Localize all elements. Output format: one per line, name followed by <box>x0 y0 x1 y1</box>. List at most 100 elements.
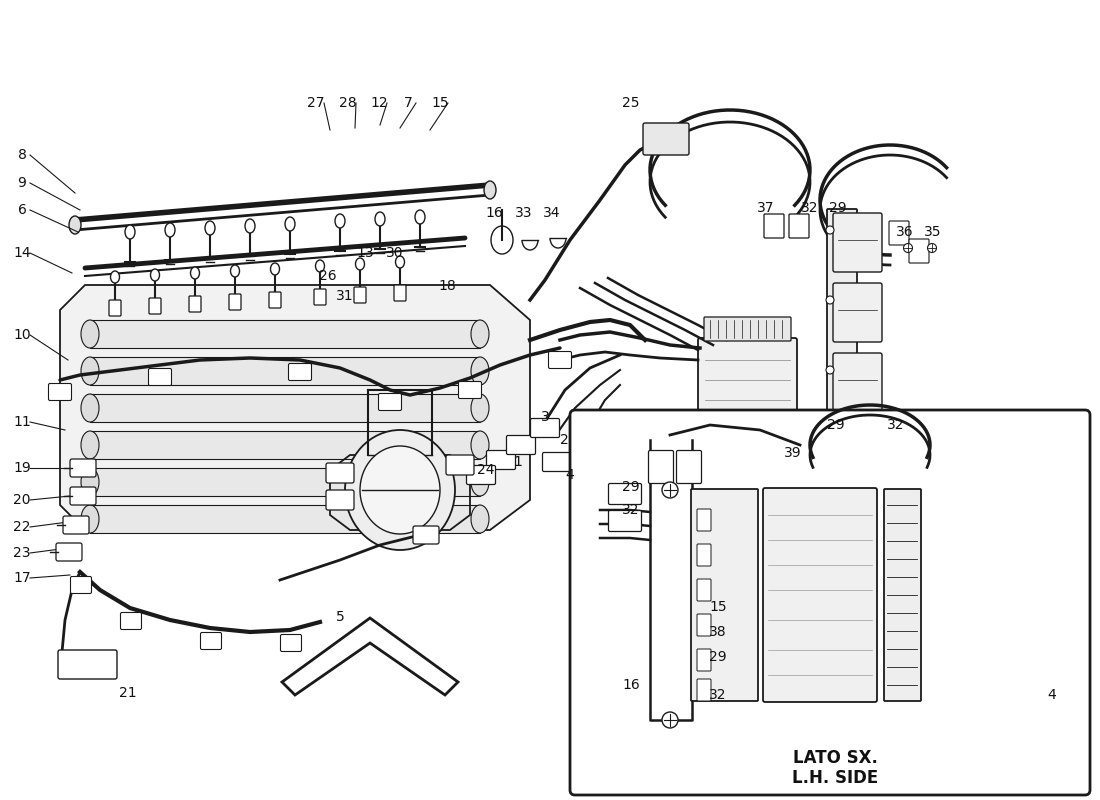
Ellipse shape <box>471 468 490 496</box>
FancyBboxPatch shape <box>697 579 711 601</box>
Ellipse shape <box>245 219 255 233</box>
Polygon shape <box>90 320 480 348</box>
Ellipse shape <box>484 181 496 199</box>
FancyBboxPatch shape <box>697 509 711 531</box>
FancyBboxPatch shape <box>394 285 406 301</box>
Ellipse shape <box>360 446 440 534</box>
Text: eurospares: eurospares <box>615 503 825 537</box>
FancyBboxPatch shape <box>691 489 758 701</box>
Text: 23: 23 <box>13 546 31 560</box>
Ellipse shape <box>336 214 345 228</box>
Text: 29: 29 <box>710 650 727 664</box>
FancyBboxPatch shape <box>354 287 366 303</box>
FancyBboxPatch shape <box>704 317 791 341</box>
Text: 36: 36 <box>896 225 914 239</box>
Ellipse shape <box>903 243 913 253</box>
Text: 33: 33 <box>515 206 532 220</box>
Text: 29: 29 <box>623 480 640 494</box>
FancyBboxPatch shape <box>280 634 301 651</box>
Ellipse shape <box>662 482 678 498</box>
Text: LATO SX.
L.H. SIDE: LATO SX. L.H. SIDE <box>792 749 878 787</box>
Text: 15: 15 <box>710 600 727 614</box>
FancyBboxPatch shape <box>229 294 241 310</box>
Polygon shape <box>90 505 480 533</box>
FancyBboxPatch shape <box>270 292 280 308</box>
FancyBboxPatch shape <box>608 510 641 531</box>
FancyBboxPatch shape <box>789 214 808 238</box>
Text: 29: 29 <box>827 418 845 432</box>
Text: 37: 37 <box>757 201 774 215</box>
Ellipse shape <box>826 366 834 374</box>
Ellipse shape <box>396 256 405 268</box>
Text: 9: 9 <box>18 176 26 190</box>
Text: 30: 30 <box>386 246 404 260</box>
FancyBboxPatch shape <box>109 300 121 316</box>
Polygon shape <box>90 394 480 422</box>
Text: 21: 21 <box>119 686 136 700</box>
Ellipse shape <box>231 265 240 277</box>
Ellipse shape <box>151 269 160 281</box>
FancyBboxPatch shape <box>200 633 221 650</box>
Ellipse shape <box>205 221 214 235</box>
FancyBboxPatch shape <box>608 483 641 505</box>
Ellipse shape <box>345 430 455 550</box>
Polygon shape <box>282 618 458 695</box>
Text: 16: 16 <box>485 206 503 220</box>
Ellipse shape <box>316 260 324 272</box>
Text: 4: 4 <box>1047 688 1056 702</box>
FancyBboxPatch shape <box>697 544 711 566</box>
Ellipse shape <box>415 210 425 224</box>
FancyBboxPatch shape <box>909 239 929 263</box>
Text: 38: 38 <box>710 625 727 639</box>
Text: eurospares: eurospares <box>107 431 353 469</box>
Ellipse shape <box>355 258 364 270</box>
Text: 7: 7 <box>404 96 412 110</box>
Ellipse shape <box>471 394 490 422</box>
FancyBboxPatch shape <box>63 516 89 534</box>
Text: 3: 3 <box>540 410 549 424</box>
FancyBboxPatch shape <box>833 213 882 272</box>
Ellipse shape <box>81 320 99 348</box>
Text: 4: 4 <box>565 468 574 482</box>
Text: 15: 15 <box>431 96 449 110</box>
Ellipse shape <box>491 226 513 254</box>
Text: 14: 14 <box>13 246 31 260</box>
Text: 19: 19 <box>13 461 31 475</box>
FancyBboxPatch shape <box>833 353 882 412</box>
FancyBboxPatch shape <box>570 410 1090 795</box>
FancyBboxPatch shape <box>764 214 784 238</box>
Ellipse shape <box>81 357 99 385</box>
Text: 13: 13 <box>356 246 374 260</box>
FancyBboxPatch shape <box>70 487 96 505</box>
FancyBboxPatch shape <box>326 463 354 483</box>
FancyBboxPatch shape <box>314 289 326 305</box>
FancyBboxPatch shape <box>697 679 711 701</box>
Ellipse shape <box>81 431 99 459</box>
Ellipse shape <box>69 216 81 234</box>
FancyBboxPatch shape <box>70 459 96 477</box>
Ellipse shape <box>125 225 135 239</box>
FancyBboxPatch shape <box>542 453 572 471</box>
FancyBboxPatch shape <box>827 209 857 431</box>
Text: 32: 32 <box>801 201 818 215</box>
Text: 32: 32 <box>710 688 727 702</box>
Text: 32: 32 <box>623 503 640 517</box>
Ellipse shape <box>471 357 490 385</box>
Text: 24: 24 <box>477 463 495 477</box>
Ellipse shape <box>110 271 120 283</box>
Ellipse shape <box>81 505 99 533</box>
Ellipse shape <box>375 212 385 226</box>
Text: 18: 18 <box>438 279 455 293</box>
FancyBboxPatch shape <box>148 298 161 314</box>
Ellipse shape <box>927 243 936 253</box>
Text: 29: 29 <box>829 201 847 215</box>
FancyBboxPatch shape <box>884 489 921 701</box>
Ellipse shape <box>471 320 490 348</box>
Text: 12: 12 <box>371 96 388 110</box>
FancyBboxPatch shape <box>697 614 711 636</box>
Ellipse shape <box>826 416 834 424</box>
FancyBboxPatch shape <box>446 455 474 475</box>
Ellipse shape <box>165 223 175 237</box>
Text: 27: 27 <box>307 96 324 110</box>
FancyBboxPatch shape <box>56 543 82 561</box>
